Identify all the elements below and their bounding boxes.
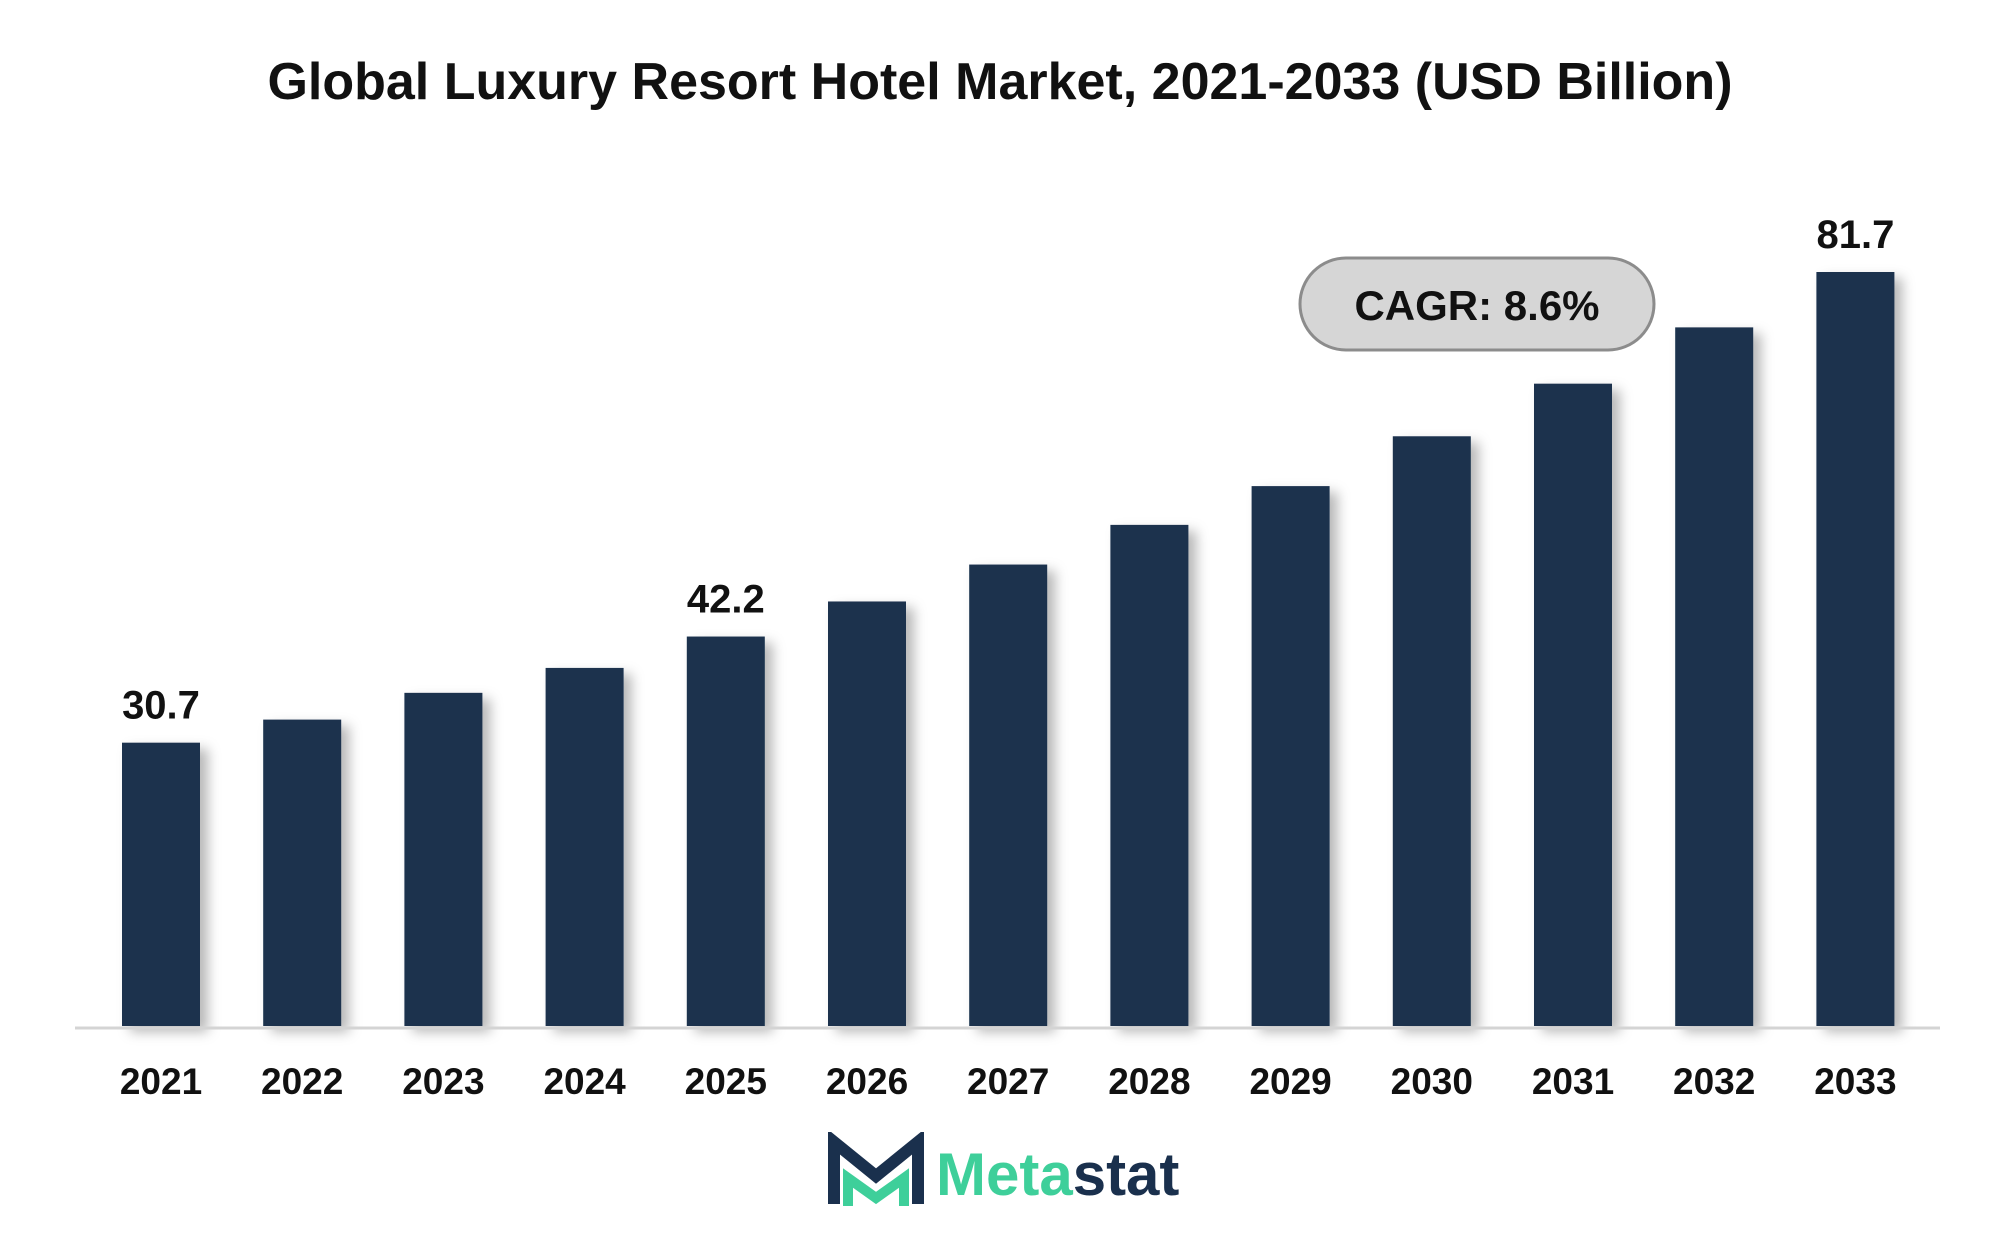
- x-tick-2023: 2023: [402, 1061, 484, 1102]
- bar-2029: [1251, 486, 1330, 1026]
- bar-2031: [1534, 383, 1612, 1026]
- x-tick-2032: 2032: [1673, 1061, 1755, 1102]
- x-tick-2021: 2021: [120, 1061, 202, 1102]
- data-label-2021: 30.7: [122, 684, 200, 728]
- cagr-badge: CAGR: 8.6%: [1298, 256, 1656, 352]
- x-tick-2024: 2024: [543, 1061, 626, 1102]
- bar-2021: [122, 742, 200, 1026]
- bar-2025: [686, 636, 765, 1026]
- x-tick-2029: 2029: [1249, 1061, 1331, 1102]
- data-label-2025: 42.2: [687, 578, 765, 622]
- data-label-2033: 81.7: [1816, 213, 1894, 257]
- brand-name: Metastat: [936, 1140, 1179, 1210]
- x-tick-2026: 2026: [826, 1061, 908, 1102]
- bar-2024: [545, 667, 624, 1026]
- bar-2022: [263, 719, 342, 1026]
- bar-2032: [1675, 327, 1754, 1027]
- brand-name-prefix: Meta: [936, 1141, 1073, 1208]
- x-tick-2027: 2027: [967, 1061, 1049, 1102]
- metastat-logo-icon: [828, 1132, 924, 1206]
- cagr-text: CAGR: 8.6%: [1354, 282, 1599, 329]
- bar-2026: [828, 601, 906, 1026]
- bar-2023: [404, 692, 483, 1026]
- x-tick-2022: 2022: [261, 1061, 343, 1102]
- x-tick-2030: 2030: [1391, 1061, 1473, 1102]
- x-tick-2028: 2028: [1108, 1061, 1190, 1102]
- bar-2030: [1392, 436, 1471, 1026]
- chart-title: Global Luxury Resort Hotel Market, 2021-…: [267, 53, 1733, 111]
- x-tick-2033: 2033: [1814, 1061, 1896, 1102]
- bar-2033: [1816, 272, 1895, 1026]
- brand-name-suffix: stat: [1072, 1141, 1180, 1208]
- bar-2028: [1110, 524, 1189, 1026]
- bar-2027: [969, 564, 1048, 1026]
- x-tick-2031: 2031: [1532, 1061, 1614, 1102]
- x-tick-2025: 2025: [685, 1061, 767, 1102]
